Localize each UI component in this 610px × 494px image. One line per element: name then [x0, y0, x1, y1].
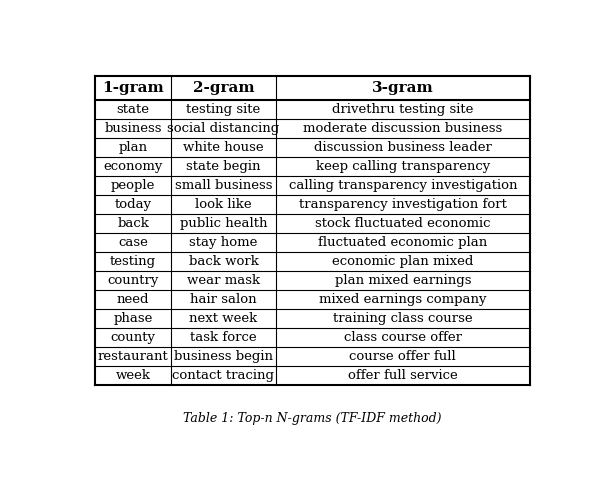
- Text: contact tracing: contact tracing: [173, 369, 274, 381]
- Text: small business: small business: [174, 179, 272, 192]
- Text: public health: public health: [180, 217, 267, 230]
- Text: training class course: training class course: [333, 312, 473, 325]
- Text: mixed earnings company: mixed earnings company: [319, 292, 487, 306]
- Text: people: people: [111, 179, 156, 192]
- Text: business begin: business begin: [174, 350, 273, 363]
- Text: testing site: testing site: [186, 103, 260, 116]
- Text: restaurant: restaurant: [98, 350, 168, 363]
- Text: Table 1: Top-n N-grams (TF-IDF method): Table 1: Top-n N-grams (TF-IDF method): [184, 412, 442, 425]
- Text: keep calling transparency: keep calling transparency: [316, 160, 490, 173]
- Text: state begin: state begin: [186, 160, 260, 173]
- Text: stock fluctuated economic: stock fluctuated economic: [315, 217, 490, 230]
- Text: county: county: [111, 330, 156, 344]
- Text: state: state: [117, 103, 149, 116]
- Bar: [95, 77, 530, 100]
- Text: 2-gram: 2-gram: [193, 81, 254, 95]
- Text: economy: economy: [104, 160, 163, 173]
- Text: drivethru testing site: drivethru testing site: [332, 103, 473, 116]
- Text: social distancing: social distancing: [167, 122, 279, 135]
- Text: plan: plan: [119, 141, 148, 154]
- Text: task force: task force: [190, 330, 257, 344]
- Text: back work: back work: [188, 255, 259, 268]
- Text: class course offer: class course offer: [344, 330, 462, 344]
- Text: moderate discussion business: moderate discussion business: [303, 122, 503, 135]
- Text: calling transparency investigation: calling transparency investigation: [289, 179, 517, 192]
- Text: 3-gram: 3-gram: [372, 81, 434, 95]
- Text: need: need: [117, 292, 149, 306]
- Text: discussion business leader: discussion business leader: [314, 141, 492, 154]
- Text: offer full service: offer full service: [348, 369, 458, 381]
- Text: hair salon: hair salon: [190, 292, 257, 306]
- Text: white house: white house: [183, 141, 264, 154]
- Text: business: business: [104, 122, 162, 135]
- Text: phase: phase: [113, 312, 153, 325]
- Text: 1-gram: 1-gram: [102, 81, 164, 95]
- Text: today: today: [115, 198, 152, 211]
- Text: wear mask: wear mask: [187, 274, 260, 287]
- Text: stay home: stay home: [189, 236, 257, 249]
- Text: back: back: [117, 217, 149, 230]
- Text: plan mixed earnings: plan mixed earnings: [335, 274, 471, 287]
- Text: next week: next week: [189, 312, 257, 325]
- Text: transparency investigation fort: transparency investigation fort: [299, 198, 507, 211]
- Text: economic plan mixed: economic plan mixed: [332, 255, 473, 268]
- Text: case: case: [118, 236, 148, 249]
- Text: look like: look like: [195, 198, 252, 211]
- Text: testing: testing: [110, 255, 156, 268]
- Text: fluctuated economic plan: fluctuated economic plan: [318, 236, 487, 249]
- Text: country: country: [107, 274, 159, 287]
- Text: course offer full: course offer full: [350, 350, 456, 363]
- Text: week: week: [116, 369, 151, 381]
